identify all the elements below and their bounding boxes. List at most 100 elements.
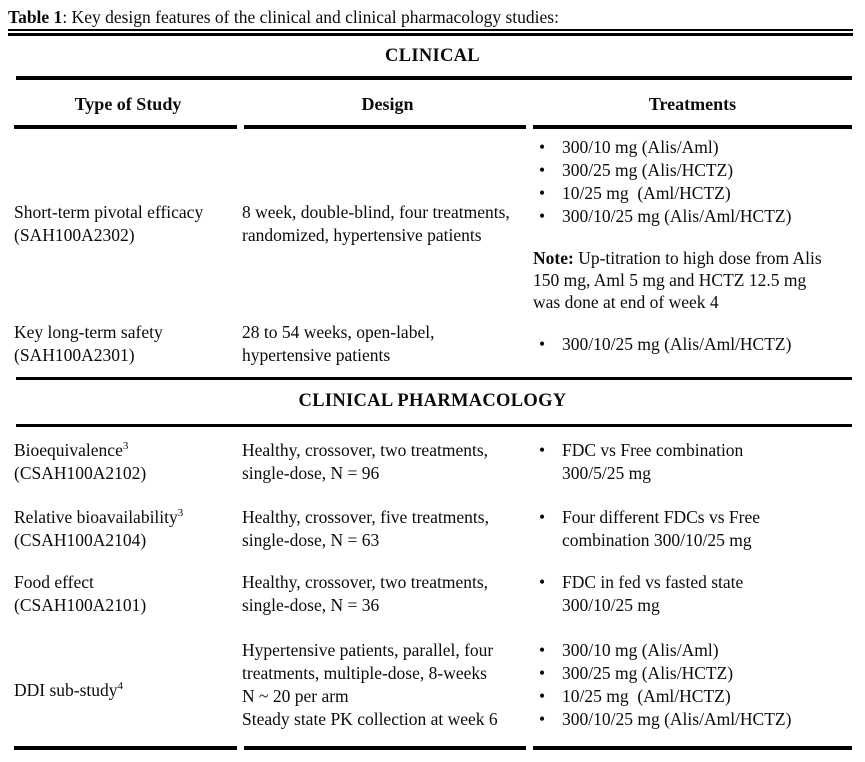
study-type-cell: Relative bioavailability3 (CSAH100A2104) — [14, 506, 242, 552]
study-design-cell: Healthy, crossover, two treatments, sing… — [242, 571, 533, 617]
treatment-text: 300/10/25 mg (Alis/Aml/HCTZ) — [562, 709, 792, 729]
study-design-cell: 28 to 54 weeks, open-label, hypertensive… — [242, 321, 533, 367]
design-text-line: Hypertensive patients, parallel, four — [242, 640, 494, 660]
table-caption-text: : Key design features of the clinical an… — [62, 7, 559, 27]
design-text-line: single-dose, N = 63 — [242, 530, 380, 550]
bullet-icon: • — [539, 136, 546, 157]
study-treatments-cell: • Four different FDCs vs Free combination … — [533, 506, 852, 552]
column-header-design: Design — [361, 93, 414, 114]
design-text-line: 8 week, double-blind, four treatments, — [242, 201, 510, 222]
study-design-cell: 8 week, double-blind, four treatments, r… — [242, 129, 533, 313]
study-type-cell: Bioequivalence3 (CSAH100A2102) — [14, 439, 242, 485]
study-code: (SAH100A2302) — [14, 224, 135, 245]
design-text-line: Healthy, crossover, two treatments, — [242, 572, 489, 592]
study-treatments-cell: • 300/10/25 mg (Alis/Aml/HCTZ) — [533, 321, 852, 367]
horizontal-rule-top — [8, 29, 853, 36]
table-caption-label: Table 1 — [8, 7, 63, 27]
treatment-item: • 300/10/25 mg (Alis/Aml/HCTZ) — [533, 708, 852, 731]
rule-segment — [14, 124, 237, 129]
rule-segment — [533, 746, 852, 750]
study-row-ddi-sub-study: DDI sub-study4 Hypertensive patients, pa… — [0, 639, 865, 731]
study-row-short-term-pivotal-efficacy: Short-term pivotal efficacy (SAH100A2302… — [0, 129, 865, 313]
study-code: (SAH100A2301) — [14, 344, 135, 365]
treatment-text: FDC in fed vs fasted state 300/10/25 mg — [562, 572, 744, 615]
segmented-rule-header — [14, 124, 852, 129]
study-type-cell: Key long-term safety (SAH100A2301) — [14, 321, 242, 367]
study-name: Key long-term safety — [14, 321, 163, 342]
study-treatments-cell: • FDC in fed vs fasted state 300/10/25 mg — [533, 571, 852, 617]
study-design-cell: Healthy, crossover, two treatments, sing… — [242, 439, 533, 485]
design-text-line: Steady state PK collection at week 6 — [242, 709, 498, 729]
horizontal-rule — [16, 376, 852, 380]
treatment-item: • 300/10/25 mg (Alis/Aml/HCTZ) — [533, 205, 852, 228]
bullet-icon: • — [539, 440, 546, 460]
note-line: Note: Up-titration to high dose from Ali… — [533, 247, 852, 269]
treatment-item: • 10/25 mg (Aml/HCTZ) — [533, 182, 852, 205]
horizontal-rule — [16, 76, 852, 80]
study-type-cell: Food effect (CSAH100A2101) — [14, 571, 242, 617]
column-header-treatments: Treatments — [648, 93, 737, 114]
table-header-row: Type of Study Design Treatments — [0, 80, 865, 125]
bullet-icon: • — [539, 507, 546, 527]
treatment-item: • 300/10 mg (Alis/Aml) — [533, 639, 852, 662]
rule-segment — [533, 124, 852, 129]
note-paragraph: Note: Up-titration to high dose from Ali… — [533, 247, 852, 313]
note-line: 150 mg, Aml 5 mg and HCTZ 12.5 mg — [533, 269, 807, 290]
design-text-line: hypertensive patients — [242, 344, 391, 365]
study-design-cell: Healthy, crossover, five treatments, sin… — [242, 506, 533, 552]
study-treatments-cell: • FDC vs Free combination 300/5/25 mg — [533, 439, 852, 485]
bullet-icon: • — [539, 205, 546, 226]
treatment-item: • 300/25 mg (Alis/HCTZ) — [533, 662, 852, 685]
treatment-item: • 10/25 mg (Aml/HCTZ) — [533, 685, 852, 708]
bullet-icon: • — [539, 572, 546, 592]
bullet-icon: • — [539, 686, 546, 706]
section-title-clinical-pharmacology: CLINICAL PHARMACOLOGY — [298, 391, 567, 411]
study-design-cell: Hypertensive patients, parallel, four tr… — [242, 639, 533, 731]
study-name: Bioequivalence3 — [14, 440, 129, 460]
section-title-clinical: CLINICAL — [385, 46, 480, 66]
design-text-line: Healthy, crossover, two treatments, — [242, 440, 489, 460]
treatment-text: FDC vs Free combination 300/5/25 mg — [562, 440, 744, 483]
study-treatments-cell: • 300/10 mg (Alis/Aml) • 300/25 mg (Alis/H… — [533, 129, 852, 313]
study-name: Food effect — [14, 572, 94, 592]
bullet-icon: • — [539, 182, 546, 203]
study-code: (CSAH100A2101) — [14, 595, 147, 615]
study-row-key-long-term-safety: Key long-term safety (SAH100A2301) 28 to… — [0, 321, 865, 367]
design-text-line: 28 to 54 weeks, open-label, — [242, 321, 435, 342]
treatment-item: • Four different FDCs vs Free combination … — [533, 506, 852, 552]
design-text-line: single-dose, N = 96 — [242, 463, 380, 483]
study-name: DDI sub-study4 — [14, 680, 124, 700]
treatment-text: 300/10/25 mg (Alis/Aml/HCTZ) — [562, 205, 792, 226]
treatment-item: • FDC vs Free combination 300/5/25 mg — [533, 439, 852, 485]
study-name: Relative bioavailability3 — [14, 507, 184, 527]
horizontal-rule — [16, 423, 852, 427]
table-caption: Table 1: Key design features of the clin… — [0, 0, 865, 27]
treatment-item: • 300/10/25 mg (Alis/Aml/HCTZ) — [533, 333, 852, 356]
study-type-cell: DDI sub-study4 — [14, 639, 242, 731]
segmented-rule-bottom — [14, 746, 852, 750]
bullet-icon: • — [539, 159, 546, 180]
design-text-line: Healthy, crossover, five treatments, — [242, 507, 489, 527]
design-text-line: randomized, hypertensive patients — [242, 224, 482, 245]
bullet-icon: • — [539, 709, 546, 729]
study-code: (CSAH100A2104) — [14, 530, 147, 550]
treatment-text: 300/25 mg (Alis/HCTZ) — [562, 159, 734, 180]
design-text-line: treatments, multiple-dose, 8-weeks — [242, 663, 487, 683]
rule-segment — [244, 746, 526, 750]
study-row-relative-bioavailability: Relative bioavailability3 (CSAH100A2104)… — [0, 506, 865, 552]
study-row-bioequivalence: Bioequivalence3 (CSAH100A2102) Healthy, … — [0, 439, 865, 485]
treatment-text: 10/25 mg (Aml/HCTZ) — [562, 686, 731, 706]
treatment-item: • 300/10 mg (Alis/Aml) — [533, 136, 852, 159]
bullet-icon: • — [539, 333, 546, 354]
study-row-food-effect: Food effect (CSAH100A2101) Healthy, cros… — [0, 571, 865, 617]
treatment-item: • FDC in fed vs fasted state 300/10/25 mg — [533, 571, 852, 617]
bullet-icon: • — [539, 640, 546, 660]
design-text-line: N ~ 20 per arm — [242, 686, 349, 706]
study-name: Short-term pivotal efficacy — [14, 201, 204, 222]
treatment-text: 300/10 mg (Alis/Aml) — [562, 136, 719, 157]
note-line: was done at end of week 4 — [533, 291, 719, 312]
rule-segment — [244, 124, 526, 129]
bullet-icon: • — [539, 663, 546, 683]
note-text: Up-titration to high dose from Alis — [578, 247, 822, 268]
